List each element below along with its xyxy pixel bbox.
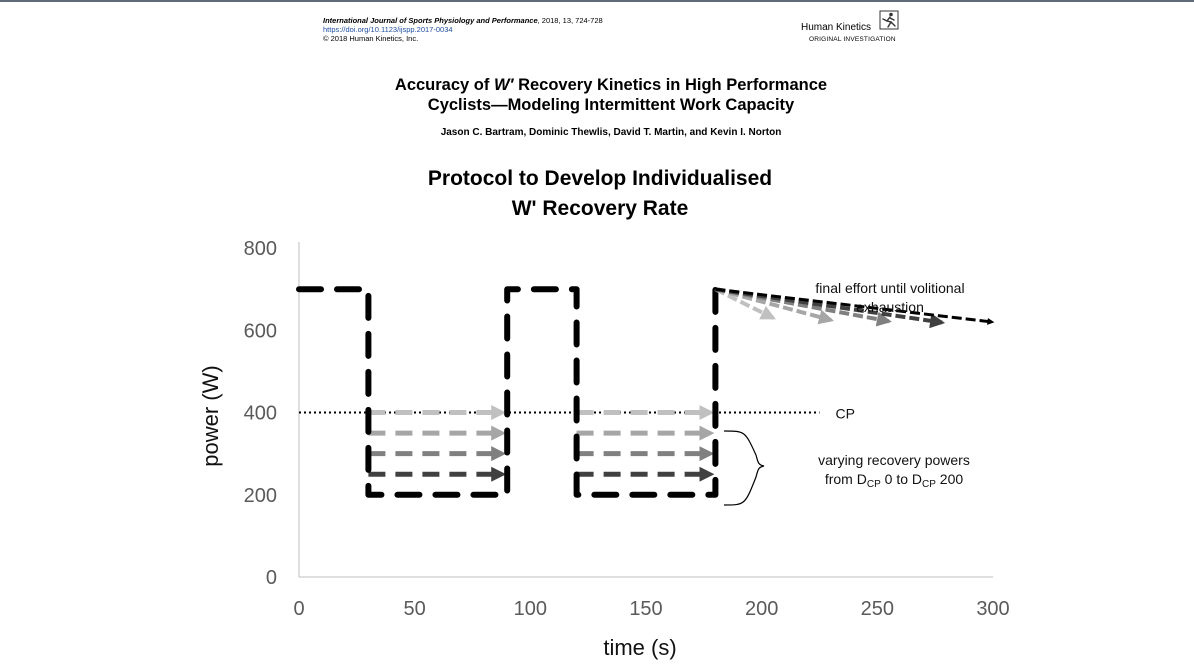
y-axis-label: power (W) <box>198 365 223 466</box>
paper-authors: Jason C. Bartram, Dominic Thewlis, David… <box>440 127 782 138</box>
x-tick-label: 250 <box>861 598 894 620</box>
recovery-annotation-subscript1: CP <box>867 479 881 490</box>
final-effort-annotation-line2: exhaustion <box>856 299 924 315</box>
x-tick-label: 200 <box>745 598 778 620</box>
journal-name: International Journal of Sports Physiolo… <box>323 16 538 25</box>
protocol-outline <box>296 286 719 498</box>
y-tick-label: 600 <box>244 320 277 342</box>
chart-title-line2: W' Recovery Rate <box>512 197 689 220</box>
y-tick-label: 400 <box>244 403 277 425</box>
y-tick-label: 200 <box>244 485 277 507</box>
top-border <box>0 0 1194 2</box>
article-type: ORIGINAL INVESTIGATION <box>809 36 896 43</box>
recovery-annotation-line1: varying recovery powers <box>818 452 970 468</box>
final-effort-arrow-main <box>715 287 995 325</box>
recovery-annotation-part3: 200 <box>936 471 963 487</box>
final-effort-arrow-3 <box>715 287 946 329</box>
journal-header: International Journal of Sports Physiolo… <box>323 16 603 43</box>
doi-link[interactable]: https://doi.org/10.1123/ijspp.2017-0034 <box>323 25 453 34</box>
publisher-block: Human Kinetics ORIGINAL INVESTIGATION <box>800 10 900 46</box>
journal-issue: , 2018, 13, 724-728 <box>537 16 603 25</box>
paper-title: Accuracy of W′ Recovery Kinetics in High… <box>311 75 911 115</box>
publisher-logo-icon <box>879 10 899 30</box>
publisher-name: Human Kinetics <box>801 22 872 33</box>
copyright: © 2018 Human Kinetics, Inc. <box>323 34 419 43</box>
y-tick-label: 800 <box>244 238 277 260</box>
x-axis-label: time (s) <box>603 635 676 660</box>
y-tick-label: 0 <box>266 567 277 589</box>
title-part2: Recovery Kinetics in High Performance <box>513 76 828 94</box>
cp-label: CP <box>836 406 855 422</box>
recovery-annotation-line2: from DCP 0 to DCP 200 <box>825 471 964 490</box>
x-tick-label: 100 <box>514 598 547 620</box>
chart-title-line1: Protocol to Develop Individualised <box>428 167 772 190</box>
x-tick-label: 300 <box>976 598 1009 620</box>
x-tick-label: 50 <box>404 598 426 620</box>
recovery-brace <box>723 430 765 506</box>
final-effort-arrow-0 <box>714 287 776 320</box>
x-tick-label: 150 <box>629 598 662 620</box>
title-line2: Cyclists—Modeling Intermittent Work Capa… <box>427 96 795 114</box>
x-tick-label: 0 <box>293 598 304 620</box>
recovery-annotation-subscript2: CP <box>922 479 936 490</box>
title-part1: Accuracy of <box>394 76 494 94</box>
title-italic: W′ <box>493 76 514 94</box>
recovery-annotation-part1: from D <box>825 471 867 487</box>
recovery-annotation-part2: 0 to D <box>881 471 922 487</box>
final-effort-annotation-line1: final effort until volitional <box>815 280 964 296</box>
